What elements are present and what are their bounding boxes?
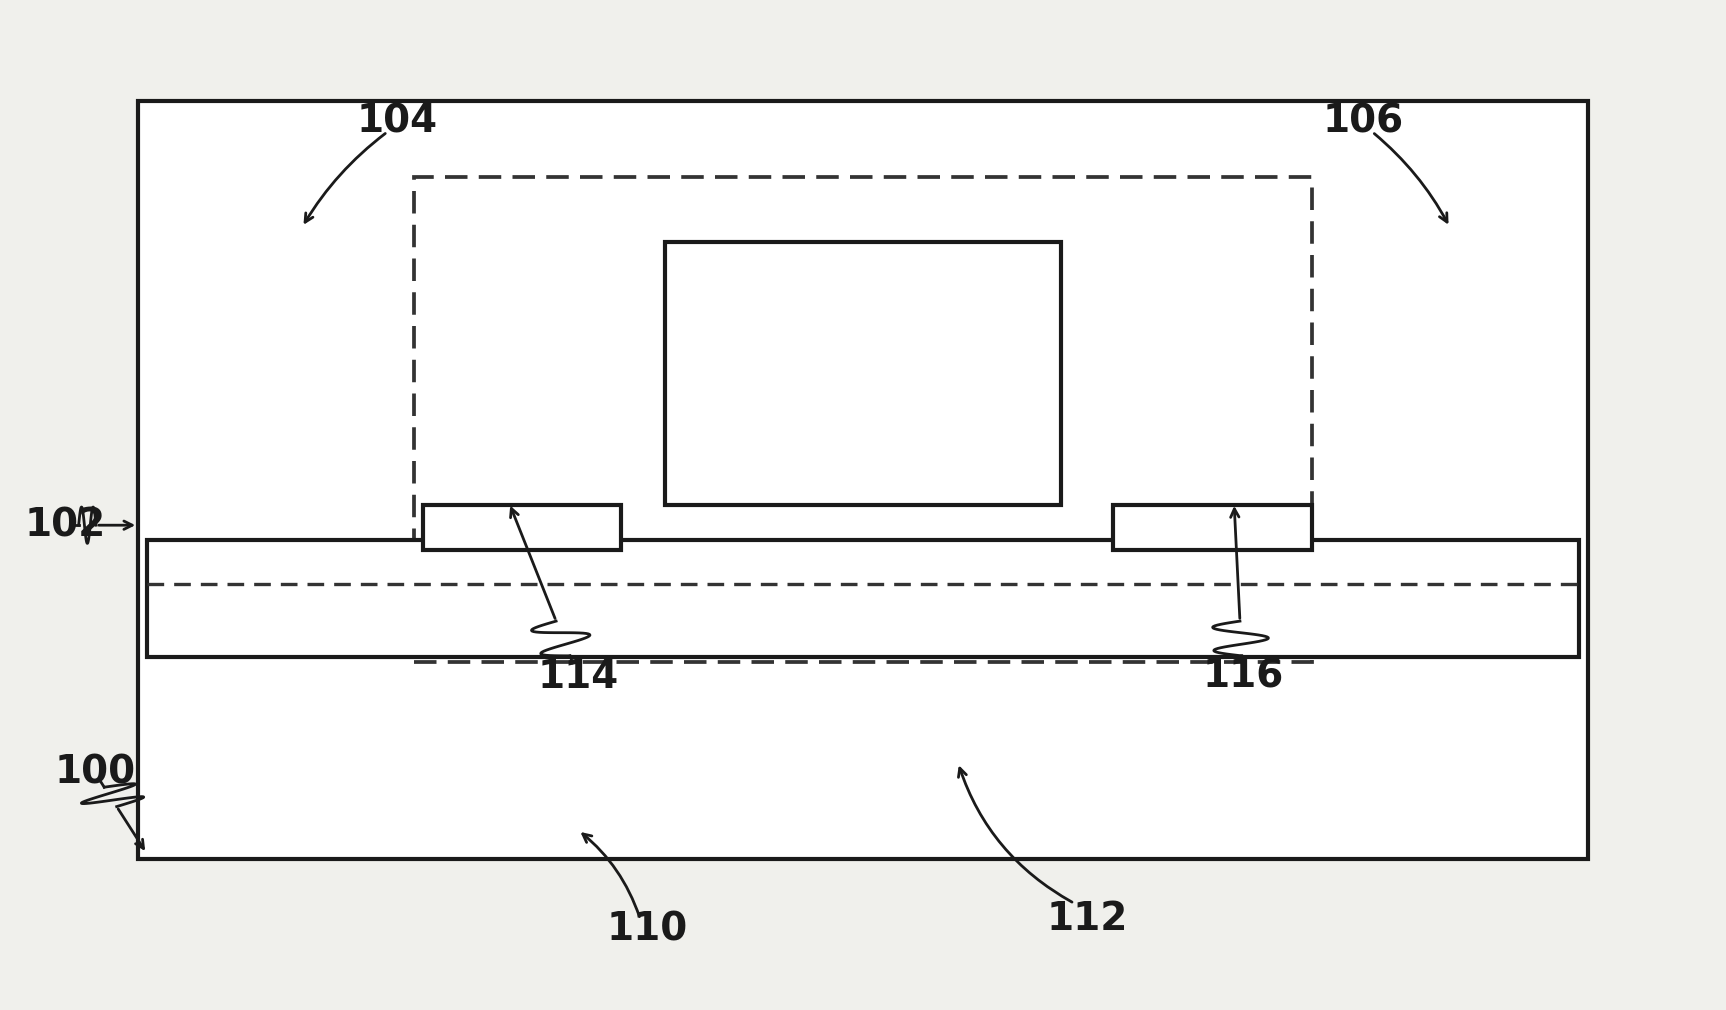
Text: 106: 106 (1322, 102, 1405, 140)
Bar (138, 101, 1588, 858)
Bar (147, 540, 1579, 656)
Text: 112: 112 (1046, 900, 1129, 938)
Bar (1113, 505, 1312, 550)
Text: 116: 116 (1201, 658, 1284, 696)
Text: 102: 102 (24, 506, 107, 544)
Text: 114: 114 (537, 658, 620, 696)
Text: 100: 100 (54, 753, 136, 792)
Text: 110: 110 (606, 910, 689, 948)
Bar (665, 242, 1061, 505)
Bar (423, 505, 621, 550)
Text: 104: 104 (356, 102, 438, 140)
Bar (414, 177, 1312, 662)
